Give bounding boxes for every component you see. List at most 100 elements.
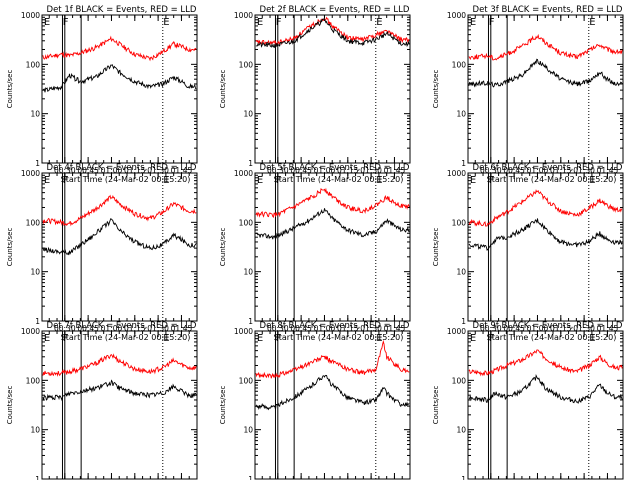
panel-det-4: Det 4f BLACK = Events, RED = LLD 1 10 100 10…: [6, 163, 198, 342]
x-tick-label: 01:15: [337, 324, 359, 333]
x-tick-label: 01:30: [147, 324, 169, 333]
y-axis-label: Counts/sec: [6, 228, 14, 267]
y-tick-label: 1: [35, 159, 40, 168]
y-tick-label: 1: [248, 317, 253, 326]
x-tick-label: 00:45: [290, 324, 312, 333]
y-tick-label: 1: [248, 159, 253, 168]
y-tick-label: 10: [243, 268, 253, 277]
phase-marker-f: F: [489, 175, 495, 186]
y-tick-label: 100: [239, 218, 254, 227]
x-tick-label: 00:30: [480, 324, 502, 333]
phase-marker-e: E: [163, 17, 169, 28]
y-tick-label: 10: [456, 110, 466, 119]
x-tick-label: 00:30: [54, 166, 76, 175]
y-tick-label: 1: [35, 317, 40, 326]
y-tick-label: 10: [30, 268, 40, 277]
x-tick-label: 01:00: [101, 324, 123, 333]
x-tick-label: 01:45: [384, 324, 406, 333]
x-tick-label: 01:30: [573, 324, 595, 333]
lld-series-line: [468, 33, 623, 61]
lld-series-line: [42, 35, 197, 62]
phase-marker-e: E: [470, 333, 476, 344]
lld-series-line: [255, 187, 410, 219]
phase-marker-e: E: [589, 175, 595, 186]
y-tick-label: 1000: [234, 11, 253, 20]
y-tick-label: 100: [239, 60, 254, 69]
x-tick-label: 01:45: [597, 166, 619, 175]
phase-marker-e: E: [376, 175, 382, 186]
y-tick-label: 1000: [447, 327, 466, 336]
x-tick-label: 01:30: [360, 324, 382, 333]
y-tick-label: 10: [456, 268, 466, 277]
x-tick-label: 00:45: [503, 166, 525, 175]
x-axis-label: Start Time (24-Mar-02 00:15:20): [61, 333, 191, 342]
y-tick-label: 100: [26, 218, 41, 227]
y-tick-label: 100: [452, 60, 467, 69]
panel-title: Det 3f BLACK = Events, RED = LLD: [473, 5, 623, 15]
x-tick-label: 01:45: [597, 324, 619, 333]
panel-det-5: Det 5f BLACK = Events, RED = LLD 1 10 100 10…: [219, 163, 411, 342]
y-tick-label: 1000: [447, 169, 466, 178]
y-tick-label: 1: [35, 475, 40, 480]
y-tick-label: 1: [461, 159, 466, 168]
y-tick-label: 100: [452, 376, 467, 385]
phase-marker-e: E: [470, 175, 476, 186]
events-series-line: [468, 218, 623, 252]
lld-series-line: [468, 349, 623, 377]
phase-marker-f: F: [489, 17, 495, 28]
phase-marker-f: F: [276, 333, 282, 344]
y-tick-label: 100: [239, 376, 254, 385]
x-tick-label: 01:00: [314, 324, 336, 333]
panel-title: Det 2f BLACK = Events, RED = LLD: [260, 5, 410, 15]
x-tick-label: 00:30: [267, 324, 289, 333]
panel-title: Det 7f BLACK = Events, RED = LLD: [47, 321, 197, 331]
y-axis-label: Counts/sec: [432, 228, 440, 267]
panel-title: Det 8f BLACK = Events, RED = LLD: [260, 321, 410, 331]
x-tick-label: 00:30: [480, 166, 502, 175]
y-axis-label: Counts/sec: [432, 386, 440, 425]
x-tick-label: 01:30: [147, 166, 169, 175]
x-tick-label: 01:00: [101, 166, 123, 175]
x-tick-label: 00:45: [290, 166, 312, 175]
x-tick-label: 01:15: [550, 324, 572, 333]
x-tick-label: 00:30: [54, 324, 76, 333]
x-tick-label: 01:00: [314, 166, 336, 175]
lld-series-line: [255, 16, 410, 47]
x-axis-label: Start Time (24-Mar-02 00:15:20): [61, 175, 191, 184]
events-series-line: [255, 18, 410, 49]
y-tick-label: 1: [461, 317, 466, 326]
lld-series-line: [42, 194, 197, 227]
phase-marker-f: F: [276, 175, 282, 186]
x-tick-label: 01:45: [384, 166, 406, 175]
y-tick-label: 100: [452, 218, 467, 227]
lld-series-line: [42, 353, 197, 377]
x-tick-label: 01:45: [171, 324, 193, 333]
y-tick-label: 1000: [234, 327, 253, 336]
y-axis-label: Counts/sec: [432, 70, 440, 109]
phase-marker-e: E: [44, 17, 50, 28]
x-axis-label: Start Time (24-Mar-02 00:15:20): [274, 333, 404, 342]
y-tick-label: 1000: [21, 327, 40, 336]
x-tick-label: 01:30: [573, 166, 595, 175]
x-tick-label: 01:30: [360, 166, 382, 175]
y-tick-label: 1000: [234, 169, 253, 178]
lld-series-line: [468, 189, 623, 227]
x-tick-label: 00:30: [267, 166, 289, 175]
panel-title: Det 9f BLACK = Events, RED = LLD: [473, 321, 623, 331]
y-tick-label: 1: [248, 475, 253, 480]
phase-marker-e: E: [257, 333, 263, 344]
panel-det-2: Det 2f BLACK = Events, RED = LLD 1 10 100 10…: [219, 5, 411, 184]
phase-marker-e: E: [44, 333, 50, 344]
phase-marker-e: E: [376, 333, 382, 344]
x-tick-label: 01:15: [124, 324, 146, 333]
phase-marker-e: E: [376, 17, 382, 28]
panel-det-7: Det 7f BLACK = Events, RED = LLD 1 10 100 10…: [6, 321, 198, 484]
x-tick-label: 01:45: [171, 166, 193, 175]
y-axis-label: Counts/sec: [219, 386, 227, 425]
x-tick-label: 01:15: [124, 166, 146, 175]
y-tick-label: 1000: [21, 11, 40, 20]
panel-title: Det 6f BLACK = Events, RED = LLD: [473, 163, 623, 173]
x-tick-label: 01:15: [337, 166, 359, 175]
y-tick-label: 1: [461, 475, 466, 480]
